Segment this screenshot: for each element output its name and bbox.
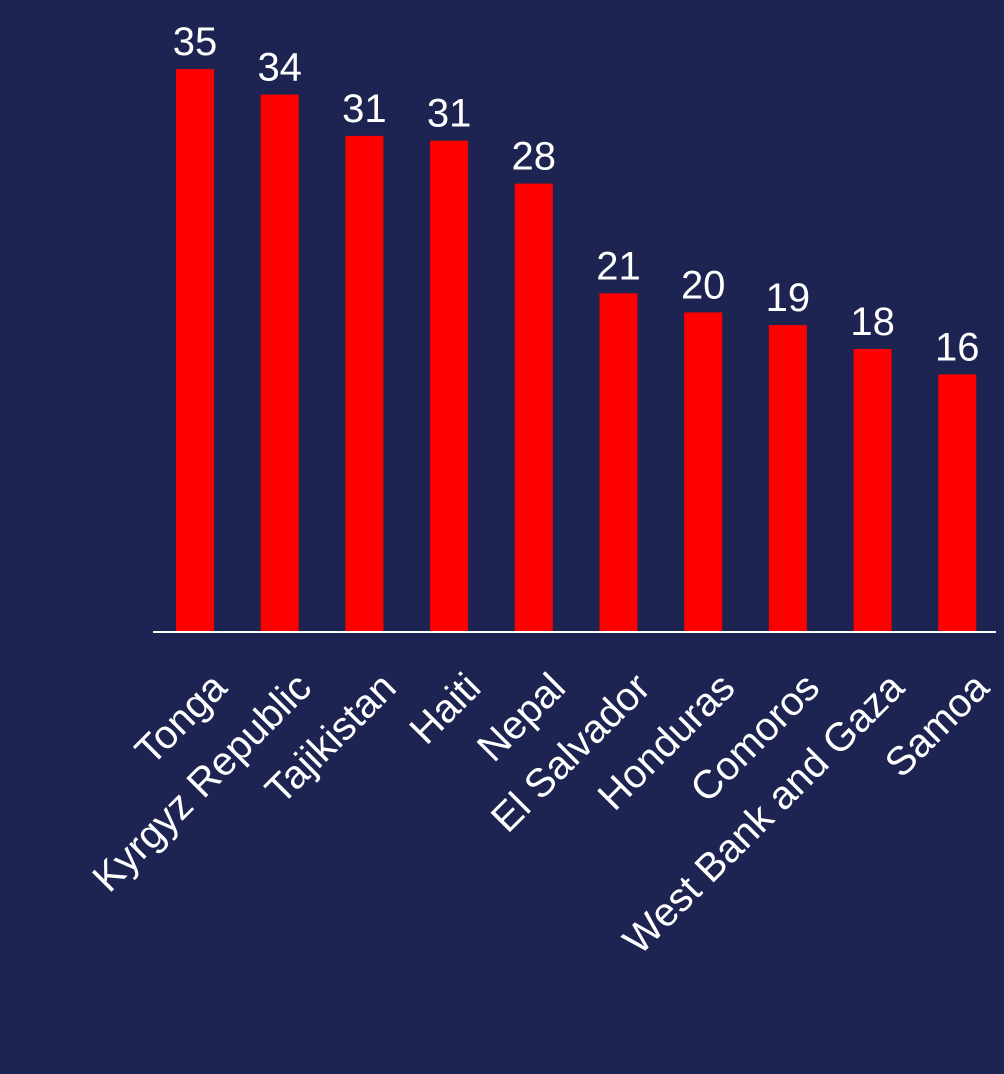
value-label-tonga: 35 bbox=[173, 20, 218, 64]
bar-west-bank-and-gaza bbox=[853, 349, 892, 632]
value-labels-layer: 35 34 31 31 28 21 20 19 18 16 bbox=[173, 20, 980, 369]
bar-comoros bbox=[768, 325, 807, 632]
value-label-el-salvador: 21 bbox=[596, 244, 641, 288]
bar-tonga bbox=[176, 69, 214, 633]
bar-nepal bbox=[514, 183, 553, 632]
bar-honduras bbox=[684, 312, 723, 632]
bar-haiti bbox=[430, 140, 469, 632]
value-label-honduras: 20 bbox=[681, 263, 726, 307]
bar-samoa bbox=[938, 374, 977, 632]
value-label-haiti: 31 bbox=[427, 92, 472, 136]
bars-layer bbox=[176, 69, 977, 633]
value-label-tajikistan: 31 bbox=[342, 87, 387, 131]
value-label-west-bank-and-gaza: 18 bbox=[850, 300, 895, 344]
value-label-nepal: 28 bbox=[512, 135, 557, 179]
bar-tajikistan bbox=[345, 135, 384, 632]
value-label-comoros: 19 bbox=[766, 276, 811, 320]
bar-kyrgyz-republic bbox=[260, 94, 299, 633]
bar-el-salvador bbox=[599, 293, 638, 632]
value-label-kyrgyz-republic: 34 bbox=[257, 46, 302, 90]
value-label-samoa: 16 bbox=[935, 325, 980, 369]
